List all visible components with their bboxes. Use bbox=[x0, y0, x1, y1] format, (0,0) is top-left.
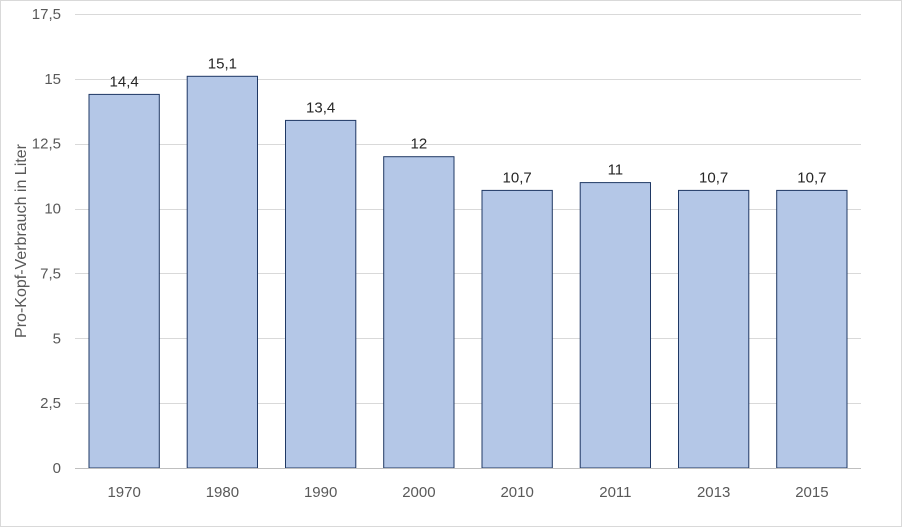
data-label-1970: 14,4 bbox=[110, 73, 139, 90]
bars bbox=[88, 75, 848, 469]
y-axis-title: Pro-Kopf-Verbrauch in Liter bbox=[13, 143, 30, 338]
x-tick-label-2011: 2011 bbox=[599, 484, 631, 501]
x-tick-label-1990: 1990 bbox=[304, 484, 337, 501]
data-label-1990: 13,4 bbox=[306, 99, 335, 116]
y-tick-label: 7,5 bbox=[40, 265, 61, 282]
y-tick-label: 5 bbox=[53, 330, 61, 347]
bar-2013 bbox=[678, 189, 750, 469]
y-tick-label: 10 bbox=[44, 201, 61, 218]
y-tick-label: 0 bbox=[53, 460, 61, 477]
x-axis-ticks: 1970 1980 1990 2000 2010 2011 2013 2015 bbox=[107, 484, 828, 501]
x-tick-label-1970: 1970 bbox=[107, 484, 140, 501]
bar-2000 bbox=[383, 156, 455, 469]
x-tick-label-2010: 2010 bbox=[500, 484, 533, 501]
data-label-2000: 12 bbox=[411, 136, 428, 153]
data-label-2011: 11 bbox=[608, 162, 624, 179]
x-tick-label-2015: 2015 bbox=[795, 484, 828, 501]
data-labels: 14,4 15,1 13,4 12 10,7 11 10,7 10,7 bbox=[110, 55, 827, 186]
bar-1970 bbox=[88, 93, 160, 469]
x-tick-label-2000: 2000 bbox=[402, 484, 435, 501]
data-label-2015: 10,7 bbox=[797, 169, 826, 186]
y-axis-ticks: 0 2,5 5 7,5 10 12,5 15 17,5 bbox=[32, 6, 61, 477]
data-label-2013: 10,7 bbox=[699, 169, 728, 186]
y-tick-label: 2,5 bbox=[40, 395, 61, 412]
bar-2011 bbox=[579, 182, 652, 469]
bar-1980 bbox=[186, 75, 258, 469]
bar-2015 bbox=[776, 189, 848, 469]
x-tick-label-2013: 2013 bbox=[697, 484, 730, 501]
y-tick-label: 15 bbox=[44, 71, 61, 88]
y-tick-label: 12,5 bbox=[32, 136, 61, 153]
y-tick-label: 17,5 bbox=[32, 6, 61, 23]
data-label-2010: 10,7 bbox=[503, 169, 532, 186]
bar-2010 bbox=[481, 189, 553, 469]
x-tick-label-1980: 1980 bbox=[206, 484, 239, 501]
data-label-1980: 15,1 bbox=[208, 55, 237, 72]
bar-1990 bbox=[285, 119, 357, 469]
